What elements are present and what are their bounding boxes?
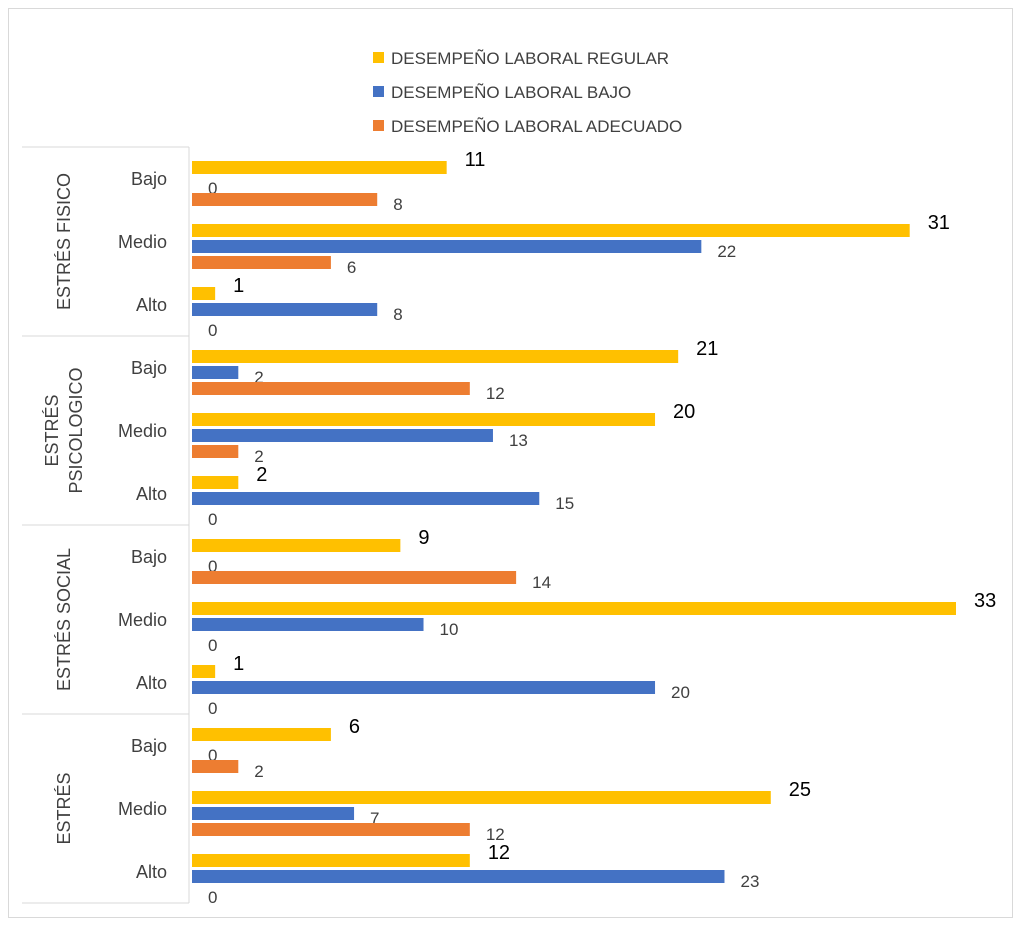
- bar-desempeno-laboral-bajo: [192, 492, 540, 505]
- legend-label-desempeno-laboral-regular: DESEMPEÑO LABORAL REGULAR: [391, 49, 669, 68]
- bar-desempeno-laboral-bajo: [192, 618, 424, 631]
- group-label-estres-psicologico: PSICOLOGICO: [66, 367, 86, 493]
- data-label-desempeno-laboral-regular: 25: [789, 779, 811, 801]
- category-label-bajo: Bajo: [131, 736, 167, 756]
- data-label-desempeno-laboral-bajo: 0: [208, 557, 217, 576]
- data-label-desempeno-laboral-regular: 1: [233, 275, 244, 297]
- data-label-desempeno-laboral-adecuado: 6: [347, 258, 356, 277]
- data-label-desempeno-laboral-regular: 2: [256, 464, 267, 486]
- category-label-medio: Medio: [118, 421, 167, 441]
- data-label-desempeno-laboral-bajo: 23: [740, 872, 759, 891]
- data-label-desempeno-laboral-regular: 6: [349, 716, 360, 738]
- category-label-medio: Medio: [118, 610, 167, 630]
- data-label-desempeno-laboral-adecuado: 2: [254, 447, 263, 466]
- data-label-desempeno-laboral-adecuado: 8: [393, 195, 402, 214]
- category-label-bajo: Bajo: [131, 169, 167, 189]
- data-label-desempeno-laboral-bajo: 8: [393, 305, 402, 324]
- group-label-estres: ESTRÉS: [54, 772, 74, 844]
- data-label-desempeno-laboral-adecuado: 0: [208, 321, 217, 340]
- data-label-desempeno-laboral-bajo: 10: [440, 620, 459, 639]
- bar-desempeno-laboral-bajo: [192, 807, 355, 820]
- group-label-estres-social: ESTRÉS SOCIAL: [54, 548, 74, 691]
- data-label-desempeno-laboral-regular: 12: [488, 842, 510, 864]
- bar-desempeno-laboral-regular: [192, 854, 470, 867]
- bar-desempeno-laboral-adecuado: [192, 445, 239, 458]
- bar-desempeno-laboral-regular: [192, 665, 216, 678]
- category-label-medio: Medio: [118, 799, 167, 819]
- data-label-desempeno-laboral-bajo: 7: [370, 809, 379, 828]
- data-label-desempeno-laboral-bajo: 2: [254, 368, 263, 387]
- data-label-desempeno-laboral-bajo: 0: [208, 746, 217, 765]
- bar-desempeno-laboral-regular: [192, 602, 956, 615]
- legend-label-desempeno-laboral-adecuado: DESEMPEÑO LABORAL ADECUADO: [391, 117, 682, 136]
- data-label-desempeno-laboral-bajo: 13: [509, 431, 528, 450]
- bar-desempeno-laboral-regular: [192, 224, 910, 237]
- bar-desempeno-laboral-bajo: [192, 429, 493, 442]
- category-label-alto: Alto: [136, 673, 167, 693]
- bar-desempeno-laboral-adecuado: [192, 823, 470, 836]
- group-label-estres-fisico: ESTRÉS FISICO: [54, 173, 74, 310]
- group-label-estres-psicologico: ESTRÉS: [42, 394, 62, 466]
- data-label-desempeno-laboral-regular: 1: [233, 653, 244, 675]
- bar-desempeno-laboral-bajo: [192, 240, 702, 253]
- category-label-alto: Alto: [136, 862, 167, 882]
- category-label-bajo: Bajo: [131, 547, 167, 567]
- bar-desempeno-laboral-adecuado: [192, 571, 517, 584]
- data-label-desempeno-laboral-adecuado: 14: [532, 573, 551, 592]
- legend-swatch-desempeno-laboral-regular: [373, 52, 384, 63]
- category-label-alto: Alto: [136, 295, 167, 315]
- category-label-bajo: Bajo: [131, 358, 167, 378]
- category-label-alto: Alto: [136, 484, 167, 504]
- bar-desempeno-laboral-regular: [192, 791, 771, 804]
- bar-desempeno-laboral-bajo: [192, 870, 725, 883]
- data-label-desempeno-laboral-adecuado: 0: [208, 636, 217, 655]
- bar-desempeno-laboral-regular: [192, 350, 679, 363]
- data-label-desempeno-laboral-regular: 21: [696, 338, 718, 360]
- data-label-desempeno-laboral-adecuado: 0: [208, 510, 217, 529]
- legend-label-desempeno-laboral-bajo: DESEMPEÑO LABORAL BAJO: [391, 83, 631, 102]
- data-label-desempeno-laboral-bajo: 20: [671, 683, 690, 702]
- data-label-desempeno-laboral-bajo: 22: [717, 242, 736, 261]
- data-label-desempeno-laboral-bajo: 0: [208, 179, 217, 198]
- legend-swatch-desempeno-laboral-bajo: [373, 86, 384, 97]
- data-label-desempeno-laboral-adecuado: 12: [486, 384, 505, 403]
- bar-desempeno-laboral-bajo: [192, 366, 239, 379]
- data-label-desempeno-laboral-adecuado: 12: [486, 825, 505, 844]
- data-label-desempeno-laboral-regular: 9: [418, 527, 429, 549]
- bar-desempeno-laboral-regular: [192, 161, 447, 174]
- chart-frame: [8, 8, 1013, 918]
- data-label-desempeno-laboral-regular: 20: [673, 401, 695, 423]
- data-label-desempeno-laboral-adecuado: 0: [208, 888, 217, 907]
- bar-desempeno-laboral-adecuado: [192, 382, 470, 395]
- data-label-desempeno-laboral-adecuado: 0: [208, 699, 217, 718]
- bar-desempeno-laboral-regular: [192, 287, 216, 300]
- bar-desempeno-laboral-bajo: [192, 303, 378, 316]
- bar-desempeno-laboral-adecuado: [192, 760, 239, 773]
- bar-desempeno-laboral-regular: [192, 413, 656, 426]
- data-label-desempeno-laboral-regular: 11: [465, 149, 486, 171]
- legend-swatch-desempeno-laboral-adecuado: [373, 120, 384, 131]
- data-label-desempeno-laboral-regular: 33: [974, 590, 996, 612]
- data-label-desempeno-laboral-bajo: 15: [555, 494, 574, 513]
- data-label-desempeno-laboral-regular: 31: [928, 212, 950, 234]
- bar-desempeno-laboral-regular: [192, 728, 331, 741]
- bar-desempeno-laboral-regular: [192, 476, 239, 489]
- category-label-medio: Medio: [118, 232, 167, 252]
- bar-desempeno-laboral-bajo: [192, 681, 656, 694]
- data-label-desempeno-laboral-adecuado: 2: [254, 762, 263, 781]
- bar-desempeno-laboral-adecuado: [192, 256, 331, 269]
- bar-desempeno-laboral-regular: [192, 539, 401, 552]
- bar-desempeno-laboral-adecuado: [192, 193, 378, 206]
